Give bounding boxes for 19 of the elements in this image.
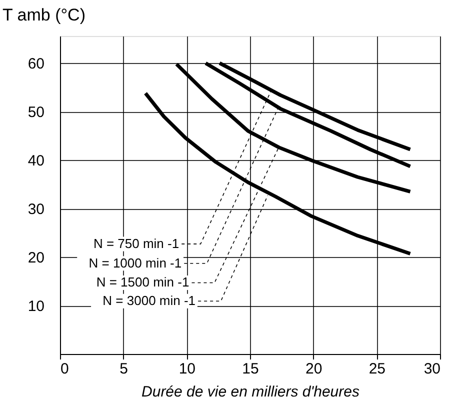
y-tick-label: 10	[28, 298, 44, 316]
x-tick-label: 5	[120, 360, 128, 378]
y-tick-label: 30	[28, 201, 44, 218]
x-tick-label: 25	[368, 360, 386, 378]
annotation: N = 1000 min -1	[88, 255, 182, 270]
x-tick-label: 20	[305, 360, 322, 378]
y-tick-label: 20	[28, 250, 44, 267]
y-tick-label: 60	[28, 56, 44, 73]
x-tick-label: 0	[60, 360, 69, 378]
x-tick-label: 30	[424, 360, 440, 378]
annotation: N = 750 min -1	[93, 236, 180, 251]
x-tick-label: 15	[242, 360, 259, 378]
y-axis-title: T amb (°C)	[2, 6, 86, 24]
x-axis-title: Durée de vie en milliers d'heures	[142, 384, 360, 400]
x-tick-label: 10	[178, 360, 196, 378]
y-tick-label: 40	[28, 152, 44, 170]
annotation: N = 3000 min -1	[102, 293, 196, 308]
annotation: N = 1500 min -1	[96, 274, 190, 290]
y-tick-label: 50	[28, 104, 44, 122]
